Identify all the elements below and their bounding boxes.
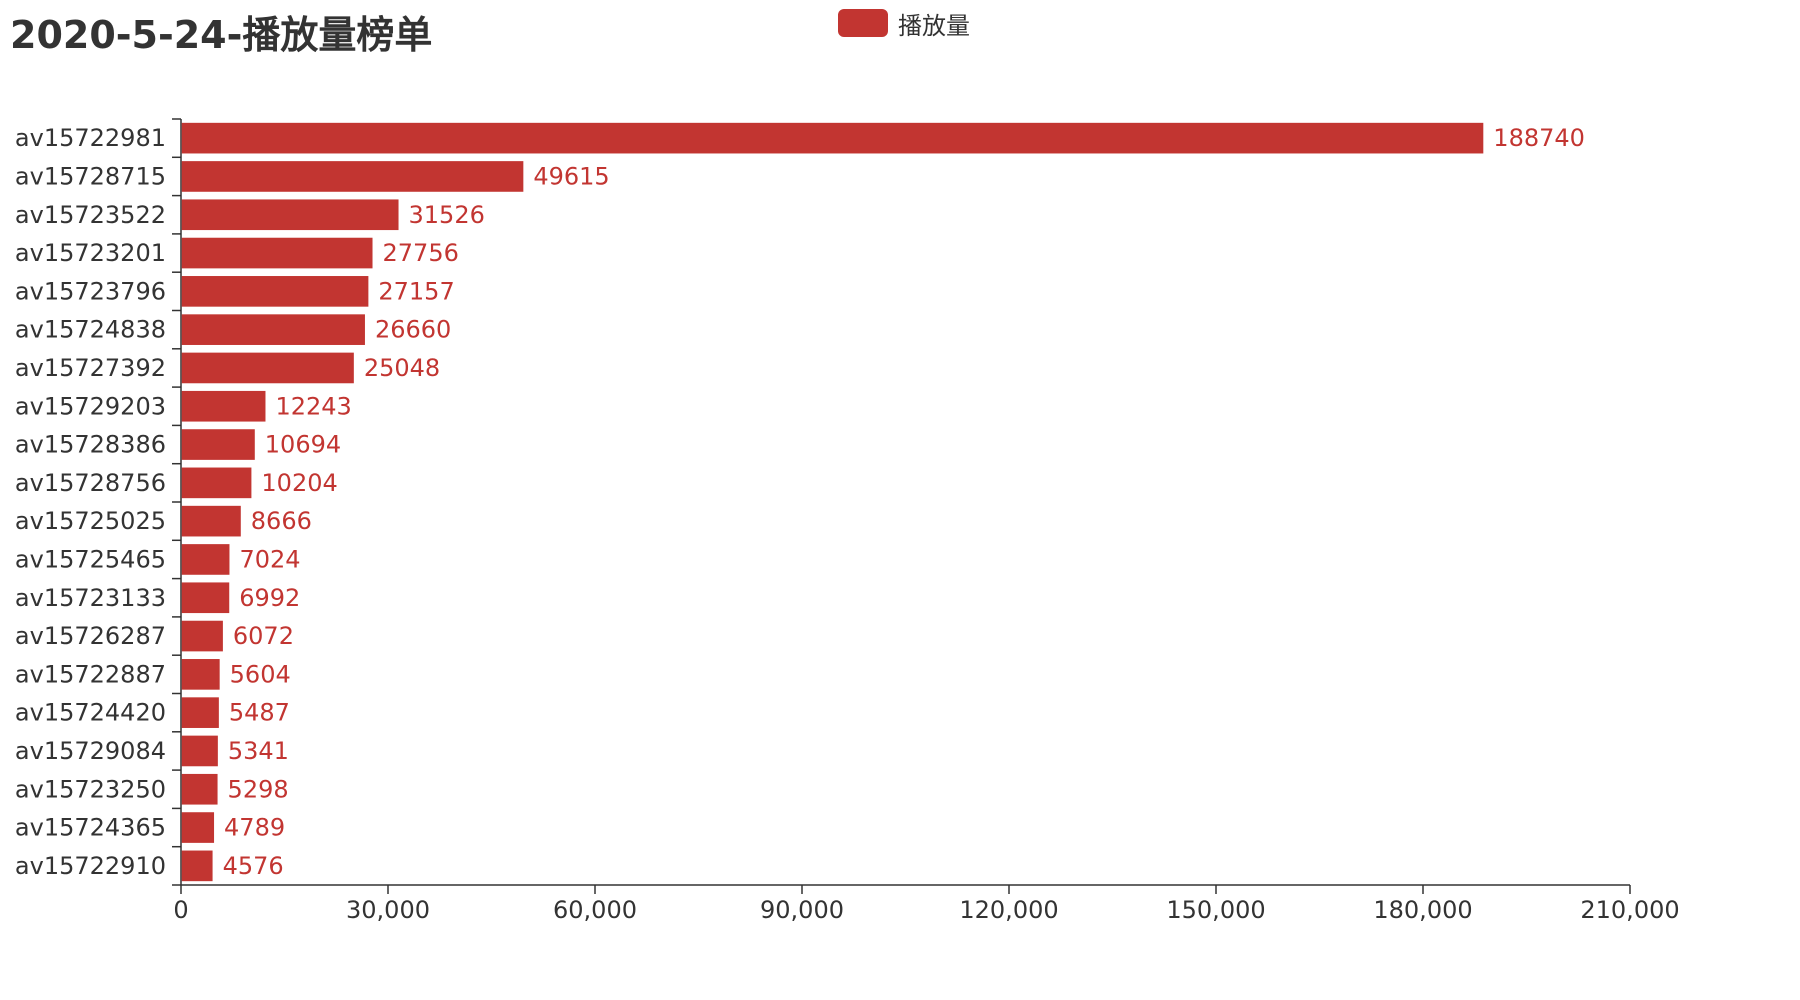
bar — [181, 429, 255, 460]
bar-value-label: 4789 — [224, 814, 285, 842]
x-tick-label: 60,000 — [553, 896, 637, 924]
bar-value-label: 4576 — [223, 852, 284, 880]
x-tick-label: 180,000 — [1373, 896, 1472, 924]
bar-value-label: 49615 — [533, 162, 609, 190]
y-category-label: av15728715 — [15, 162, 166, 190]
bar-value-label: 27756 — [383, 239, 459, 267]
y-category-label: av15723133 — [15, 584, 166, 612]
y-category-label: av15723522 — [15, 201, 166, 229]
bar-value-label: 26660 — [375, 316, 451, 344]
x-tick-label: 90,000 — [760, 896, 844, 924]
bar-value-label: 5604 — [230, 660, 291, 688]
bar-value-label: 10204 — [261, 469, 337, 497]
y-category-label: av15725025 — [15, 507, 166, 535]
x-tick-label: 0 — [173, 896, 188, 924]
bar-value-label: 31526 — [409, 201, 485, 229]
bar-value-label: 5341 — [228, 737, 289, 765]
x-tick-label: 210,000 — [1580, 896, 1679, 924]
y-category-label: av15723201 — [15, 239, 166, 267]
bar — [181, 467, 252, 499]
y-category-label: av15724420 — [15, 699, 166, 727]
y-category-label: av15722981 — [15, 124, 166, 152]
bar-value-label: 6072 — [233, 622, 294, 650]
x-tick-label: 120,000 — [959, 896, 1058, 924]
x-tick-label: 150,000 — [1166, 896, 1265, 924]
y-category-label: av15725465 — [15, 545, 166, 573]
y-category-label: av15729084 — [15, 737, 166, 765]
bar — [181, 237, 373, 269]
y-category-label: av15729203 — [15, 392, 166, 420]
y-category-label: av15727392 — [15, 354, 166, 382]
bar — [181, 161, 524, 192]
bar — [181, 582, 230, 614]
legend-label-play-count: 播放量 — [898, 11, 970, 40]
bar — [181, 620, 223, 652]
bar-value-label: 188740 — [1493, 124, 1585, 152]
bar — [181, 122, 1484, 154]
bar — [181, 276, 369, 307]
y-category-label: av15723250 — [15, 775, 166, 803]
bar — [181, 505, 241, 537]
legend-swatch — [838, 9, 888, 37]
bar — [181, 199, 399, 231]
bar-value-label: 25048 — [364, 354, 440, 382]
y-category-label: av15724365 — [15, 814, 166, 842]
x-tick-label: 30,000 — [346, 896, 430, 924]
y-category-label: av15728756 — [15, 469, 166, 497]
chart-title: 2020-5-24-播放量榜单 — [10, 13, 433, 57]
y-category-label: av15722887 — [15, 660, 166, 688]
bar — [181, 735, 218, 767]
bar-value-label: 5487 — [229, 699, 290, 727]
bar-value-label: 5298 — [228, 775, 289, 803]
bar — [181, 697, 219, 728]
bar-value-label: 6992 — [239, 584, 300, 612]
bar — [181, 544, 230, 575]
y-category-label: av15728386 — [15, 431, 166, 459]
bar — [181, 314, 365, 345]
bar — [181, 352, 354, 384]
bar-value-label: 12243 — [275, 392, 351, 420]
legend[interactable]: 播放量 — [838, 6, 970, 40]
bar — [181, 812, 215, 843]
bar — [181, 390, 266, 422]
bar-value-label: 7024 — [239, 545, 300, 573]
bar-value-label: 10694 — [265, 431, 341, 459]
bar — [181, 850, 213, 882]
bar-value-label: 27157 — [378, 277, 454, 305]
y-category-label: av15726287 — [15, 622, 166, 650]
bar-value-label: 8666 — [251, 507, 312, 535]
bar — [181, 773, 218, 805]
y-category-label: av15723796 — [15, 277, 166, 305]
bar — [181, 659, 220, 690]
y-category-label: av15724838 — [15, 316, 166, 344]
y-category-label: av15722910 — [15, 852, 166, 880]
